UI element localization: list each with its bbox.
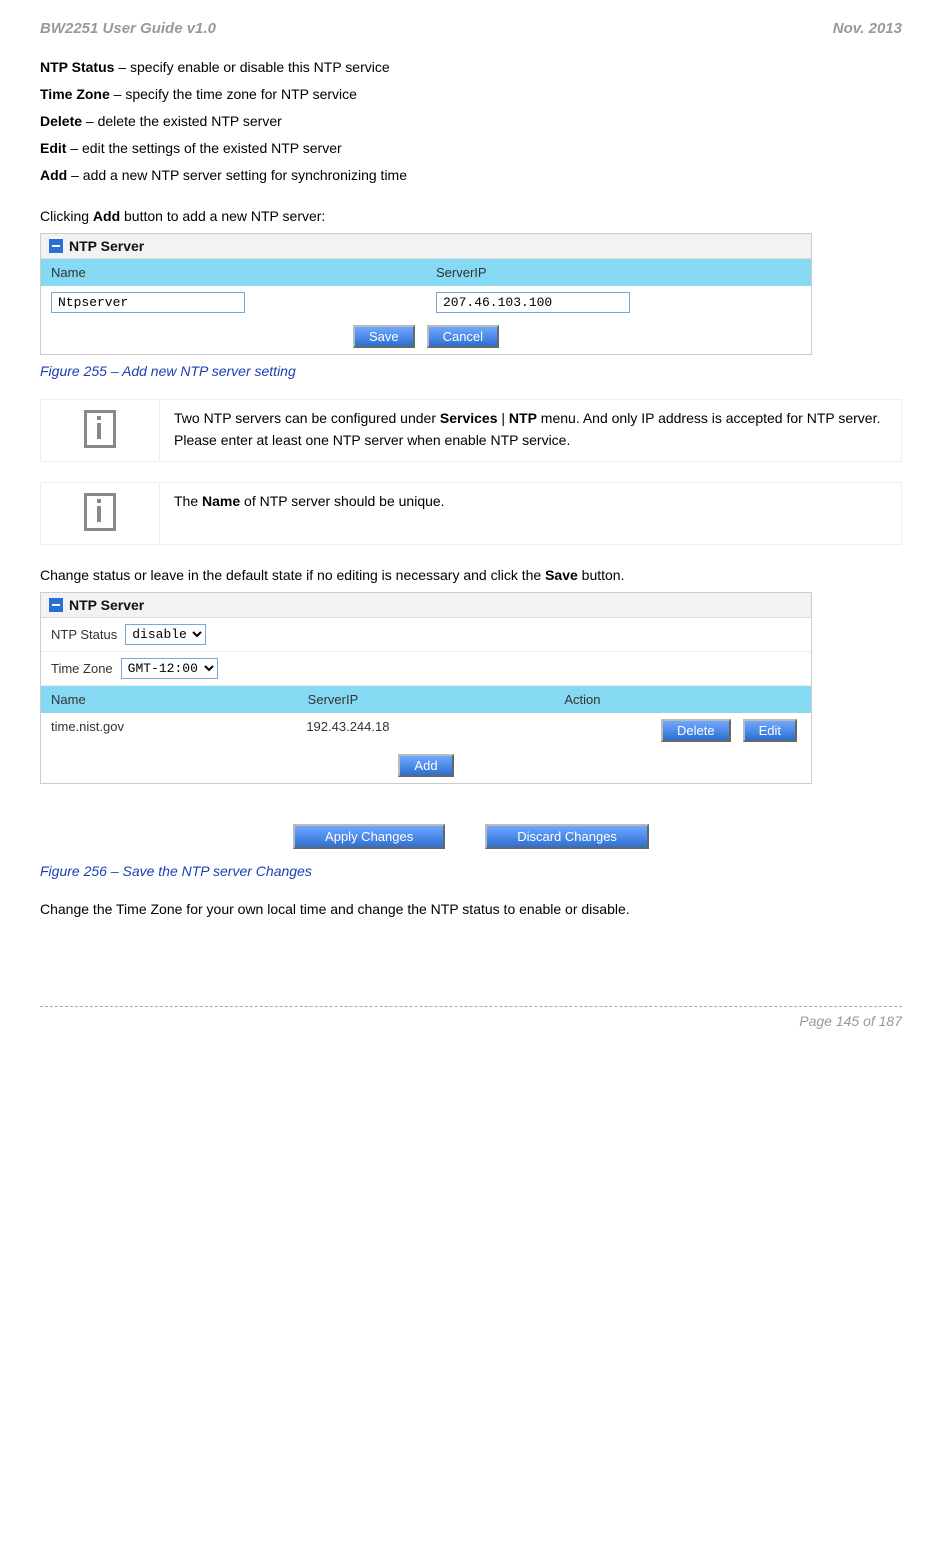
add-button[interactable]: Add	[398, 754, 453, 777]
ntp-add-panel: NTP Server Name ServerIP Save Cancel	[40, 233, 812, 355]
col-serverip: ServerIP	[298, 686, 555, 713]
table-row: time.nist.gov 192.43.244.18 Delete Edit	[41, 713, 811, 748]
figure-caption-2: Figure 256 – Save the NTP server Changes	[40, 863, 902, 879]
save-button[interactable]: Save	[353, 325, 415, 348]
info-text: Two NTP servers can be configured under …	[174, 410, 887, 426]
page-footer: Page 145 of 187	[40, 1006, 902, 1029]
timezone-change-text: Change the Time Zone for your own local …	[40, 899, 902, 920]
desc: – specify the time zone for NTP service	[110, 86, 357, 102]
desc: – edit the settings of the existed NTP s…	[66, 140, 341, 156]
click-add-text: Clicking Add button to add a new NTP ser…	[40, 206, 902, 227]
desc: – add a new NTP server setting for synch…	[67, 167, 407, 183]
page-header: BW2251 User Guide v1.0 Nov. 2013	[40, 20, 902, 37]
col-name: Name	[41, 259, 426, 286]
term: NTP Status	[40, 59, 114, 75]
panel-icon	[49, 239, 63, 253]
term: Add	[40, 167, 67, 183]
table-row	[41, 286, 811, 319]
name-input[interactable]	[51, 292, 245, 313]
panel-footer: Save Cancel	[41, 319, 811, 354]
edit-button[interactable]: Edit	[743, 719, 797, 742]
col-serverip: ServerIP	[426, 259, 811, 286]
def-delete: Delete – delete the existed NTP server	[40, 111, 902, 132]
cancel-button[interactable]: Cancel	[427, 325, 499, 348]
def-time-zone: Time Zone – specify the time zone for NT…	[40, 84, 902, 105]
ntp-main-panel: NTP Server NTP Status disable Time Zone …	[40, 592, 812, 784]
desc: – delete the existed NTP server	[82, 113, 282, 129]
col-name: Name	[41, 686, 298, 713]
cell-ip: 192.43.244.18	[296, 713, 551, 748]
term: Delete	[40, 113, 82, 129]
info-icon	[84, 493, 116, 531]
change-status-text: Change status or leave in the default st…	[40, 565, 902, 586]
timezone-label: Time Zone	[51, 661, 113, 676]
delete-button[interactable]: Delete	[661, 719, 731, 742]
panel-footer: Add	[41, 748, 811, 783]
info-box-1: Two NTP servers can be configured under …	[40, 399, 902, 462]
desc: – specify enable or disable this NTP ser…	[114, 59, 389, 75]
info-box-2: The Name of NTP server should be unique.	[40, 482, 902, 545]
timezone-row: Time Zone GMT-12:00	[41, 652, 811, 686]
def-ntp-status: NTP Status – specify enable or disable t…	[40, 57, 902, 78]
info-icon	[84, 410, 116, 448]
term: Time Zone	[40, 86, 110, 102]
term: Edit	[40, 140, 66, 156]
panel-icon	[49, 598, 63, 612]
status-select[interactable]: disable	[125, 624, 206, 645]
header-left: BW2251 User Guide v1.0	[40, 20, 216, 37]
serverip-input[interactable]	[436, 292, 630, 313]
header-right: Nov. 2013	[833, 20, 902, 37]
panel-title: NTP Server	[69, 238, 144, 254]
panel-title: NTP Server	[69, 597, 144, 613]
status-label: NTP Status	[51, 627, 117, 642]
def-edit: Edit – edit the settings of the existed …	[40, 138, 902, 159]
timezone-select[interactable]: GMT-12:00	[121, 658, 218, 679]
col-action: Action	[554, 686, 811, 713]
discard-changes-button[interactable]: Discard Changes	[485, 824, 649, 849]
page-number: Page 145 of 187	[799, 1013, 902, 1029]
apply-changes-button[interactable]: Apply Changes	[293, 824, 445, 849]
status-row: NTP Status disable	[41, 618, 811, 652]
cell-name: time.nist.gov	[41, 713, 296, 748]
panel-title-row: NTP Server	[41, 234, 811, 259]
panel-title-row: NTP Server	[41, 593, 811, 618]
def-add: Add – add a new NTP server setting for s…	[40, 165, 902, 186]
table-header-row: Name ServerIP	[41, 259, 811, 286]
main-content: NTP Status – specify enable or disable t…	[40, 57, 902, 920]
apply-discard-row: Apply Changes Discard Changes	[40, 824, 902, 849]
figure-caption-1: Figure 255 – Add new NTP server setting	[40, 363, 902, 379]
table-header-row: Name ServerIP Action	[41, 686, 811, 713]
info-text-2: Please enter at least one NTP server whe…	[174, 432, 887, 448]
